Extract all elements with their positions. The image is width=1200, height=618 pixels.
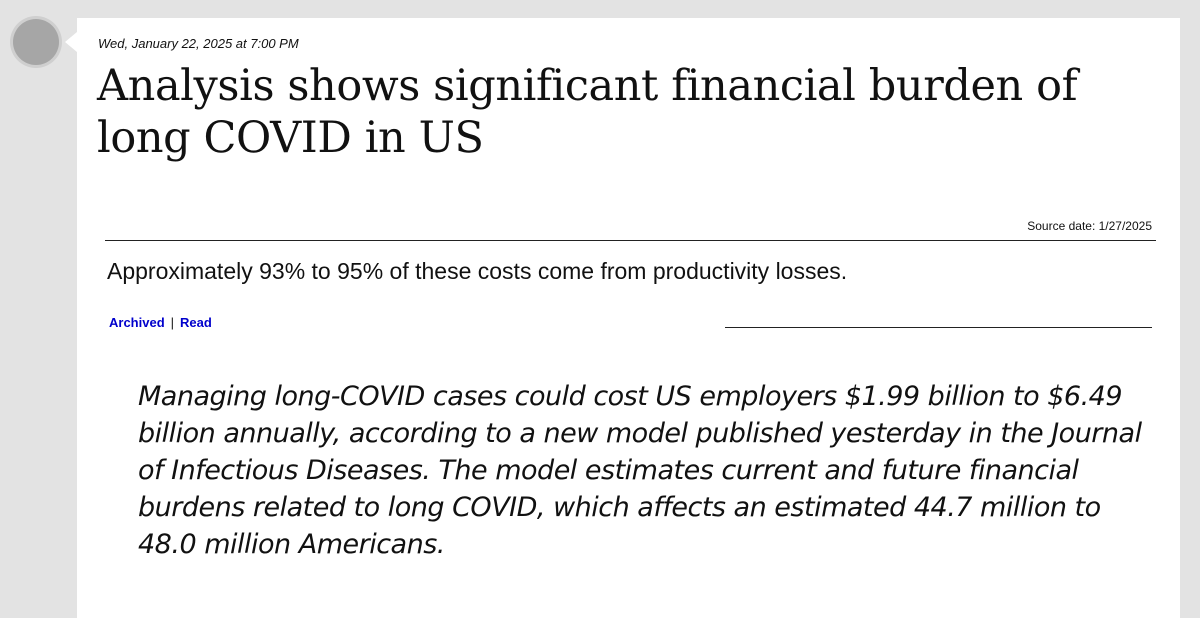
avatar[interactable] <box>13 19 59 65</box>
post-timestamp: Wed, January 22, 2025 at 7:00 PM <box>98 36 299 51</box>
post-links: Archived | Read <box>109 315 212 330</box>
post-card: Wed, January 22, 2025 at 7:00 PM Analysi… <box>65 18 1180 618</box>
divider <box>105 240 1156 241</box>
link-separator: | <box>170 315 175 330</box>
read-link[interactable]: Read <box>180 315 212 330</box>
post-summary: Approximately 93% to 95% of these costs … <box>107 258 848 284</box>
divider-short <box>725 327 1152 328</box>
archived-link[interactable]: Archived <box>109 315 165 330</box>
post-body: Managing long-COVID cases could cost US … <box>138 381 1142 560</box>
post-headline: Analysis shows significant financial bur… <box>97 61 1078 163</box>
source-date: Source date: 1/27/2025 <box>1027 219 1152 233</box>
